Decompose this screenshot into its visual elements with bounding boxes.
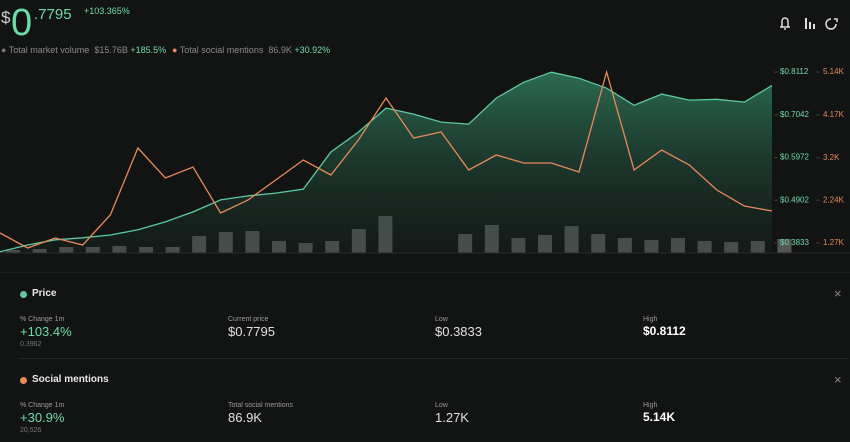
stat-label: High xyxy=(643,316,658,323)
legend-item: ● Total market volume $15.76B +185.5% xyxy=(1,45,167,55)
y-tick-label: $0.4902 xyxy=(780,195,809,204)
y-tick-label: $0.5972 xyxy=(780,153,809,162)
stat-label: Low xyxy=(435,402,448,409)
stat-label: High xyxy=(643,402,658,409)
legend-item: ● Total social mentions 86.9K +30.92% xyxy=(172,45,331,55)
divider xyxy=(18,358,848,359)
price-int: 0 xyxy=(11,2,33,44)
stat-label: % Change 1m xyxy=(20,316,65,323)
currency: $ xyxy=(1,8,11,27)
legend-value: $15.76B xyxy=(94,45,128,55)
y-tick-label: $0.7042 xyxy=(780,110,809,119)
toolbar xyxy=(780,17,838,30)
share-icon[interactable] xyxy=(825,18,838,30)
legend-change: +30.92% xyxy=(294,45,331,55)
stat-value: 1.27K xyxy=(435,410,469,425)
divider xyxy=(0,272,850,273)
stat-label: % Change 1m xyxy=(20,402,65,409)
stat-value: 5.14K xyxy=(643,410,676,424)
stat-label: Total social mentions xyxy=(228,402,293,409)
stat-value: $0.8112 xyxy=(643,324,686,338)
panel-title: Social mentions xyxy=(32,374,109,385)
stat-value: $0.7795 xyxy=(228,324,275,339)
mentions-line xyxy=(0,69,773,249)
stat-sub: 20,526 xyxy=(20,427,42,434)
volume-bar xyxy=(777,239,792,253)
stat-value: +30.9% xyxy=(20,410,65,425)
panel-dot xyxy=(20,291,27,298)
chart: $0.8112 $0.7042 $0.5972 $0.4902 $0.3833 5.14K… xyxy=(0,67,850,254)
y2-tick-label: 5.14K xyxy=(823,67,845,76)
stat-label: Current price xyxy=(228,316,269,323)
price-change: +103.365% xyxy=(84,6,130,16)
legend-name: Total social mentions xyxy=(179,45,264,55)
legend-value: 86.9K xyxy=(268,45,292,55)
legend-change: +185.5% xyxy=(130,45,167,55)
y2-tick-label: 2.24K xyxy=(823,195,845,204)
price-area xyxy=(0,72,772,253)
legend-name: Total market volume xyxy=(8,45,90,55)
price-dec: .7795 xyxy=(34,6,72,23)
price-line xyxy=(0,71,773,253)
close-button[interactable]: × xyxy=(834,286,842,301)
stat-value: +103.4% xyxy=(20,324,72,339)
stat-sub: 0.3962 xyxy=(20,341,42,348)
panel-dot xyxy=(20,377,27,384)
close-button[interactable]: × xyxy=(834,372,842,387)
chart-icon[interactable] xyxy=(805,18,815,29)
bell-icon[interactable] xyxy=(780,17,790,30)
stat-value: 86.9K xyxy=(228,410,262,425)
panel-title: Price xyxy=(32,288,57,299)
y2-tick-label: 4.17K xyxy=(823,110,845,119)
y2-tick-label: 1.27K xyxy=(823,238,845,247)
stat-label: Low xyxy=(435,316,448,323)
y2-tick-label: 3.2K xyxy=(823,153,840,162)
stat-value: $0.3833 xyxy=(435,324,482,339)
y-tick-label: $0.3833 xyxy=(780,238,809,247)
y-tick-label: $0.8112 xyxy=(780,67,809,76)
